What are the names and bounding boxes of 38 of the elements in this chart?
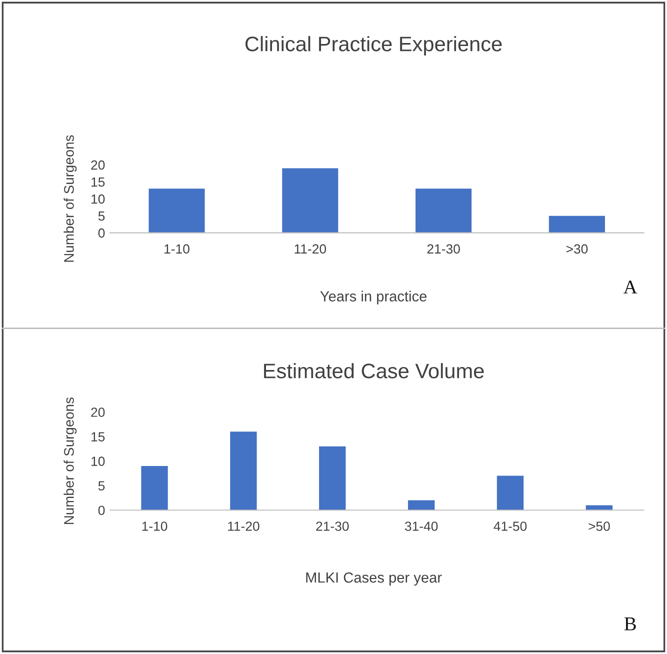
x-tick-label: 1-10 [164, 244, 190, 254]
x-axis-title: Years in practice [320, 290, 427, 304]
y-tick-label: 5 [98, 212, 105, 221]
bar [319, 446, 346, 510]
x-tick-label: 31-40 [404, 522, 438, 531]
y-tick-label: 0 [98, 228, 105, 238]
x-tick-label: 11-20 [294, 244, 326, 254]
bar [148, 188, 205, 233]
x-tick-label: 1-10 [142, 522, 168, 531]
y-tick-label: 20 [91, 408, 105, 417]
x-axis-title: MLKI Cases per year [306, 572, 442, 586]
y-tick-label: 15 [92, 432, 105, 442]
x-tick-label: 11-20 [228, 522, 260, 531]
bar [230, 432, 257, 510]
y-tick-label: 5 [98, 481, 105, 491]
x-tick-label: 21-30 [427, 244, 460, 254]
x-tick-label: 21-30 [316, 522, 349, 531]
bar [416, 188, 472, 233]
bar [548, 216, 605, 233]
x-tick-label: >30 [566, 244, 588, 254]
bar [141, 466, 168, 510]
text: A [623, 280, 638, 294]
y-axis-title: Number of Surgeons [64, 135, 77, 262]
bar [496, 476, 524, 510]
bar [586, 505, 613, 510]
x-tick-label: 41-50 [494, 522, 527, 531]
bar [282, 168, 338, 233]
y-tick-label: 15 [92, 178, 105, 187]
chart-title: Estimated Case Volume [264, 363, 484, 378]
y-axis-title: Number of Surgeons [64, 397, 77, 524]
x-tick-label: >50 [588, 522, 610, 531]
y-tick-label: 10 [92, 456, 105, 466]
chart-title: Clinical Practice Experience [245, 36, 502, 56]
bar [408, 500, 435, 510]
y-tick-label: 0 [98, 506, 105, 516]
y-tick-label: 20 [91, 160, 105, 170]
text: B [624, 618, 636, 630]
y-tick-label: 10 [92, 194, 105, 204]
